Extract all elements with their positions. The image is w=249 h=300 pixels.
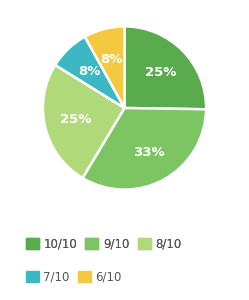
- Text: 25%: 25%: [60, 113, 91, 126]
- Legend: 7/10, 6/10: 7/10, 6/10: [21, 266, 127, 288]
- Wedge shape: [85, 26, 124, 108]
- Text: 8%: 8%: [78, 65, 101, 78]
- Wedge shape: [83, 108, 206, 190]
- Wedge shape: [55, 37, 124, 108]
- Legend: 10/10, 9/10, 8/10: 10/10, 9/10, 8/10: [21, 233, 186, 255]
- Text: 8%: 8%: [101, 52, 123, 65]
- Wedge shape: [43, 65, 124, 178]
- Wedge shape: [124, 26, 206, 109]
- Text: 25%: 25%: [145, 66, 176, 79]
- Text: 33%: 33%: [133, 146, 165, 159]
